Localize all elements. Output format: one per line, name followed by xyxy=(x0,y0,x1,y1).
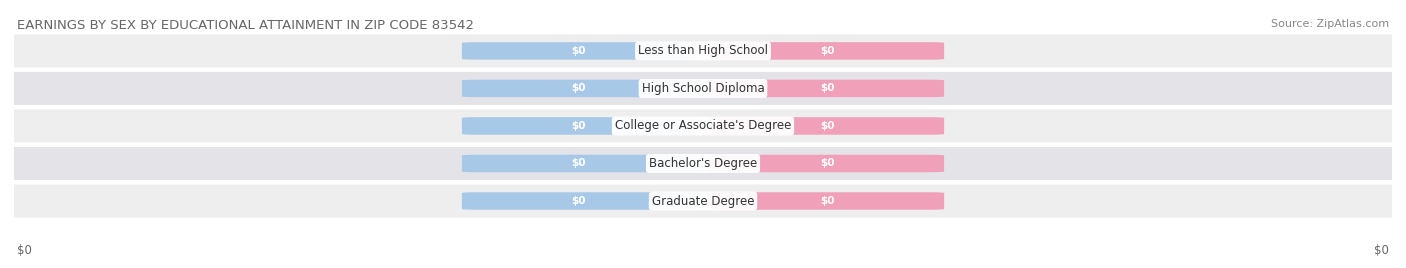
Text: $0: $0 xyxy=(572,46,586,56)
FancyBboxPatch shape xyxy=(0,109,1406,143)
FancyBboxPatch shape xyxy=(461,117,696,135)
FancyBboxPatch shape xyxy=(461,42,696,60)
FancyBboxPatch shape xyxy=(710,42,945,60)
FancyBboxPatch shape xyxy=(710,192,945,210)
FancyBboxPatch shape xyxy=(0,34,1406,68)
FancyBboxPatch shape xyxy=(710,80,945,97)
Text: College or Associate's Degree: College or Associate's Degree xyxy=(614,120,792,132)
Text: Less than High School: Less than High School xyxy=(638,44,768,57)
Text: $0: $0 xyxy=(572,196,586,206)
Text: Graduate Degree: Graduate Degree xyxy=(652,195,754,207)
FancyBboxPatch shape xyxy=(461,155,696,172)
Text: $0: $0 xyxy=(1374,244,1389,257)
Text: $0: $0 xyxy=(820,46,834,56)
Text: High School Diploma: High School Diploma xyxy=(641,82,765,95)
FancyBboxPatch shape xyxy=(710,155,945,172)
Text: $0: $0 xyxy=(572,83,586,94)
Text: EARNINGS BY SEX BY EDUCATIONAL ATTAINMENT IN ZIP CODE 83542: EARNINGS BY SEX BY EDUCATIONAL ATTAINMEN… xyxy=(17,19,474,32)
FancyBboxPatch shape xyxy=(0,147,1406,180)
FancyBboxPatch shape xyxy=(710,117,945,135)
Text: Bachelor's Degree: Bachelor's Degree xyxy=(650,157,756,170)
Text: $0: $0 xyxy=(17,244,32,257)
Text: $0: $0 xyxy=(820,196,834,206)
FancyBboxPatch shape xyxy=(461,192,696,210)
Text: $0: $0 xyxy=(820,83,834,94)
FancyBboxPatch shape xyxy=(0,184,1406,218)
FancyBboxPatch shape xyxy=(461,80,696,97)
Text: $0: $0 xyxy=(820,121,834,131)
FancyBboxPatch shape xyxy=(0,72,1406,105)
Text: $0: $0 xyxy=(572,158,586,169)
Text: $0: $0 xyxy=(572,121,586,131)
Text: Source: ZipAtlas.com: Source: ZipAtlas.com xyxy=(1271,19,1389,29)
Text: $0: $0 xyxy=(820,158,834,169)
